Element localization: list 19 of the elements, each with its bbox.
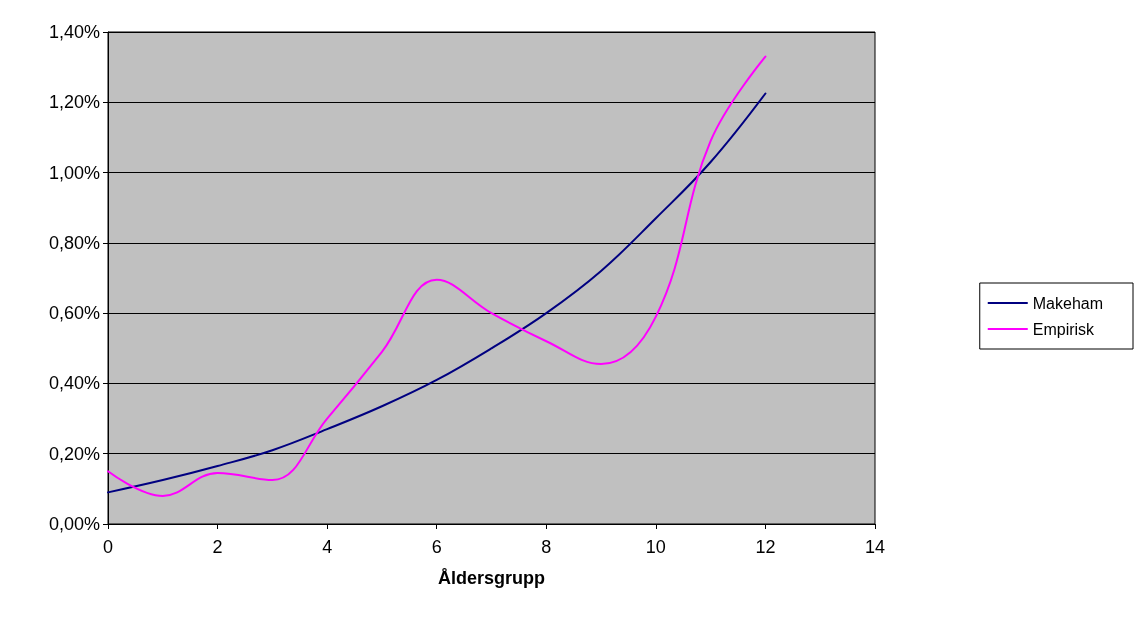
y-tick-label: 1,00% [48, 162, 100, 183]
legend-label: Empirisk [1032, 320, 1096, 338]
x-axis-title: Åldersgrupp [437, 568, 546, 588]
x-tick-label: 2 [212, 537, 223, 557]
y-tick-label: 0,60% [48, 303, 100, 324]
y-tick-label: 0,20% [48, 443, 100, 464]
x-tick-label: 14 [864, 537, 886, 557]
y-tick-label: 0,80% [48, 232, 100, 253]
y-tick-label: 0,40% [48, 373, 100, 394]
x-tick-label: 10 [645, 537, 666, 557]
y-tick-label: 1,40% [48, 22, 100, 42]
y-tick-label: 0,00% [48, 514, 100, 534]
y-tick-label: 1,20% [48, 92, 100, 113]
x-tick-label: 12 [755, 537, 776, 557]
x-tick-label: 0 [102, 537, 114, 557]
legend-label: Makeham [1032, 294, 1103, 312]
x-tick-label: 8 [541, 537, 552, 557]
x-tick-label: 6 [431, 537, 442, 557]
x-tick-label: 4 [322, 537, 333, 557]
